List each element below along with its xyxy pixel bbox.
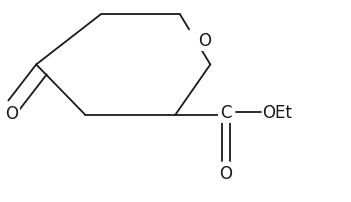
Text: O: O — [219, 164, 232, 182]
Text: O: O — [5, 104, 18, 122]
Text: C: C — [220, 103, 232, 121]
Text: OEt: OEt — [262, 103, 292, 121]
Text: O: O — [199, 32, 212, 50]
